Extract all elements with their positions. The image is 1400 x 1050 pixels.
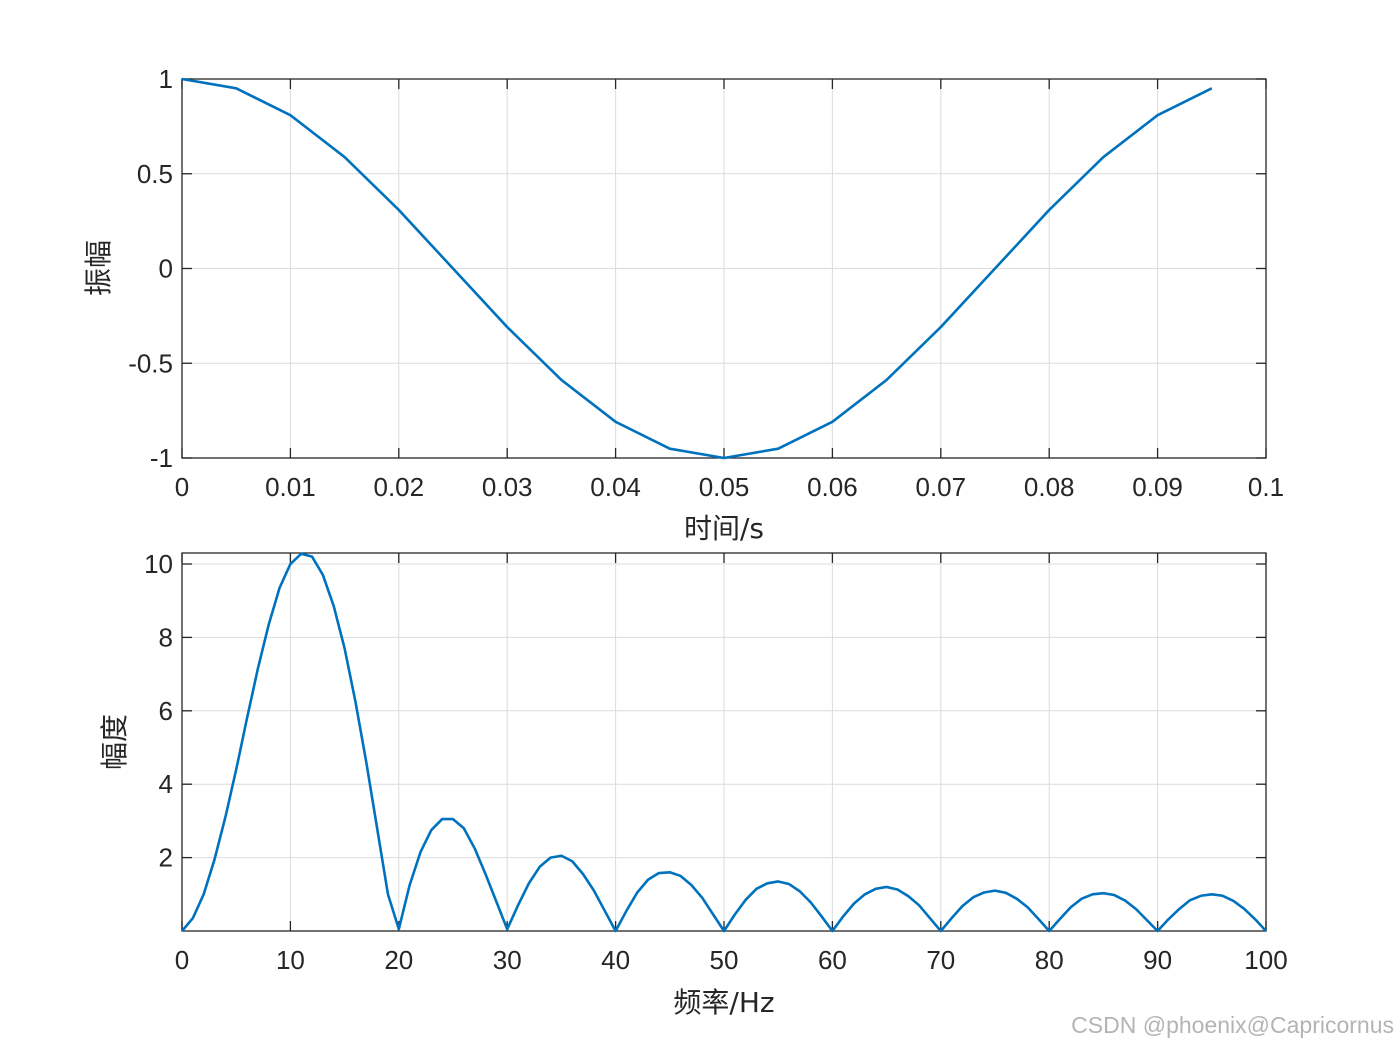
y-tick-label: -0.5 xyxy=(128,348,173,378)
freq-ticks xyxy=(181,553,1267,931)
y-tick-label: 8 xyxy=(159,622,173,652)
y-tick-label: 10 xyxy=(144,549,173,579)
time-xlabel: 时间/s xyxy=(684,512,764,545)
freq-ylabel: 幅度 xyxy=(98,714,131,770)
time-ticks xyxy=(181,78,1267,459)
frequency-domain-axes: 0 10 20 30 40 50 60 70 80 90 100 10 8 6 4 2 频率/Hz 幅度 xyxy=(98,549,1288,1019)
time-domain-axes: 0 0.01 0.02 0.03 0.04 0.05 0.06 0.07 0.08 0.09 0.1… xyxy=(82,64,1284,545)
x-tick-label: 0.07 xyxy=(915,472,966,502)
x-tick-label: 80 xyxy=(1035,945,1064,975)
x-tick-label: 0.06 xyxy=(807,472,858,502)
x-tick-label: 100 xyxy=(1244,945,1287,975)
freq-tick-labels: 0 10 20 30 40 50 60 70 80 90 100 10 8 6 4 2 xyxy=(144,549,1288,975)
time-ylabel: 振幅 xyxy=(82,240,115,296)
y-tick-label: 6 xyxy=(159,696,173,726)
y-tick-label: 1 xyxy=(159,64,173,94)
x-tick-label: 0.1 xyxy=(1248,472,1284,502)
x-tick-label: 0.09 xyxy=(1132,472,1183,502)
x-tick-label: 0.02 xyxy=(373,472,424,502)
x-tick-label: 0.03 xyxy=(482,472,533,502)
y-tick-label: 0.5 xyxy=(137,159,173,189)
x-tick-label: 30 xyxy=(493,945,522,975)
x-tick-label: 50 xyxy=(710,945,739,975)
watermark: CSDN @phoenix@Capricornus xyxy=(1071,1012,1394,1038)
x-tick-label: 60 xyxy=(818,945,847,975)
x-tick-label: 0 xyxy=(175,945,189,975)
time-grid xyxy=(181,78,1267,459)
y-tick-label: 2 xyxy=(159,843,173,873)
x-tick-label: 0.04 xyxy=(590,472,641,502)
x-tick-label: 0.01 xyxy=(265,472,316,502)
time-series-line xyxy=(181,77,1213,460)
y-tick-label: 4 xyxy=(159,769,173,799)
x-tick-label: 10 xyxy=(276,945,305,975)
x-tick-label: 40 xyxy=(601,945,630,975)
spectrum-line xyxy=(181,552,1267,933)
x-tick-label: 70 xyxy=(926,945,955,975)
freq-xlabel: 频率/Hz xyxy=(673,986,774,1019)
x-tick-label: 20 xyxy=(384,945,413,975)
time-tick-labels: 0 0.01 0.02 0.03 0.04 0.05 0.06 0.07 0.08 0.09 0.1… xyxy=(128,64,1284,502)
x-tick-label: 0 xyxy=(175,472,189,502)
x-tick-label: 0.08 xyxy=(1024,472,1075,502)
x-tick-label: 90 xyxy=(1143,945,1172,975)
freq-grid xyxy=(181,553,1267,931)
y-tick-label: 0 xyxy=(159,254,173,284)
x-tick-label: 0.05 xyxy=(699,472,750,502)
y-tick-label: -1 xyxy=(150,443,173,473)
